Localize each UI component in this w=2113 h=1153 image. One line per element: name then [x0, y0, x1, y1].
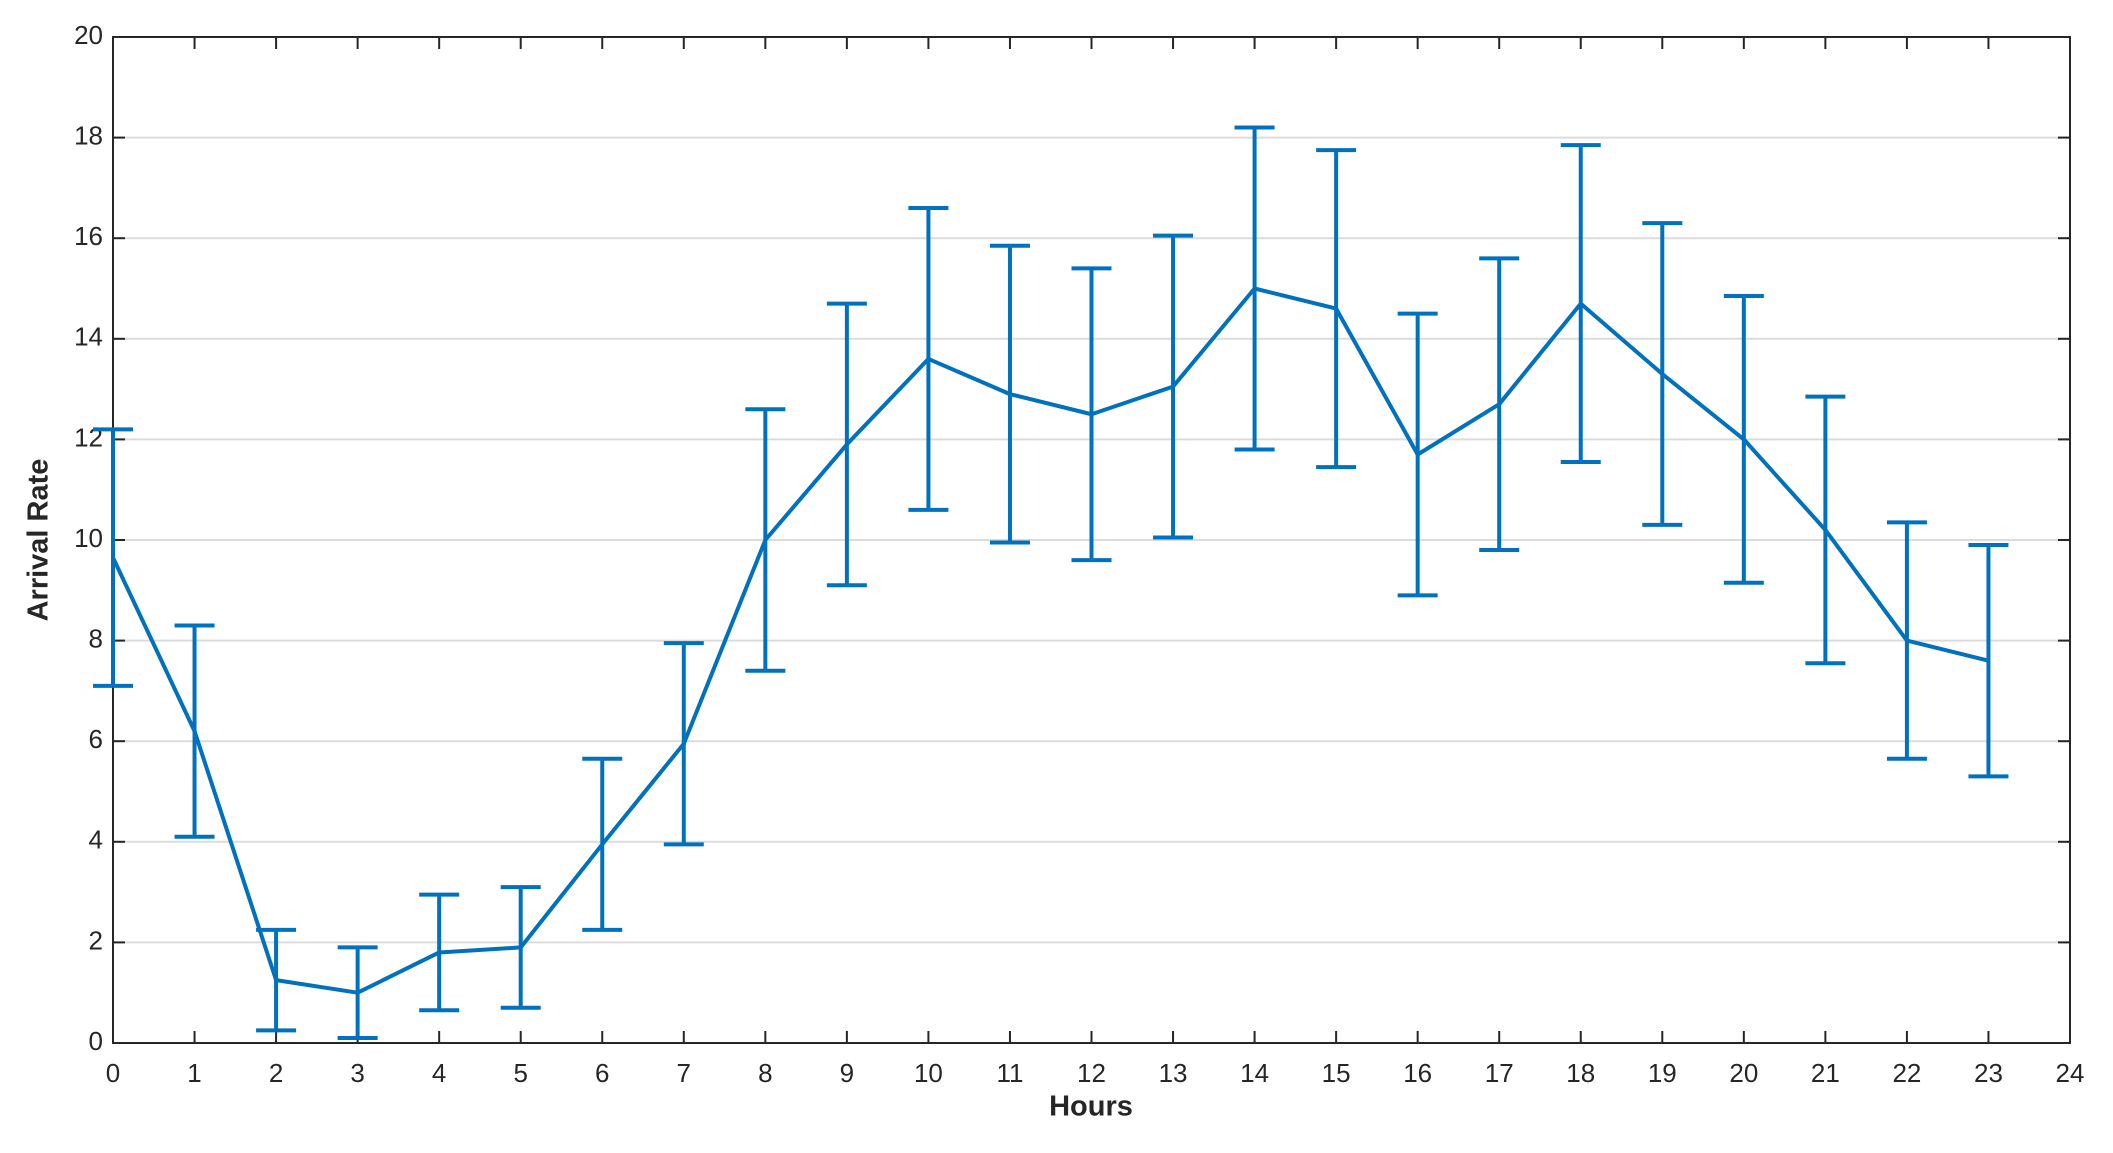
- x-tick-label: 10: [914, 1058, 943, 1088]
- x-tick-label: 19: [1648, 1058, 1677, 1088]
- x-axis-label: Hours: [1049, 1091, 1133, 1123]
- error-bar: [826, 301, 867, 588]
- error-bar: [93, 427, 133, 688]
- error-bar: [337, 945, 378, 1040]
- x-tick-label: 0: [106, 1058, 120, 1088]
- x-tick-label: 8: [758, 1058, 772, 1088]
- y-tick-label: 6: [89, 724, 103, 754]
- error-bar: [1723, 294, 1764, 585]
- error-bar: [908, 206, 949, 512]
- x-tick-label: 18: [1566, 1058, 1595, 1088]
- y-axis-label: Arrival Rate: [23, 459, 55, 622]
- error-bar: [1479, 256, 1520, 553]
- x-tick-label: 3: [350, 1058, 364, 1088]
- error-bar: [582, 756, 623, 932]
- x-tick-label: 20: [1729, 1058, 1758, 1088]
- error-bar: [500, 885, 541, 1010]
- error-bar: [663, 641, 704, 847]
- x-tick-label: 7: [677, 1058, 691, 1088]
- error-bar: [989, 243, 1030, 545]
- y-tick-label: 2: [89, 925, 103, 955]
- x-tick-label: 14: [1240, 1058, 1269, 1088]
- x-tick-label: 6: [595, 1058, 609, 1088]
- error-bar: [174, 623, 215, 839]
- error-bar: [1886, 520, 1927, 761]
- error-bar: [1397, 311, 1438, 598]
- error-bar: [1071, 266, 1112, 563]
- x-tick-label: 17: [1485, 1058, 1514, 1088]
- x-tick-label: 24: [2056, 1058, 2085, 1088]
- x-tick-label: 22: [1892, 1058, 1921, 1088]
- error-bar: [1560, 143, 1601, 465]
- y-tick-label: 8: [89, 623, 103, 653]
- error-bar: [1642, 221, 1683, 527]
- x-tick-label: 1: [187, 1058, 201, 1088]
- x-tick-label: 21: [1811, 1058, 1840, 1088]
- error-bar: [1234, 125, 1275, 452]
- y-tick-label: 12: [74, 422, 103, 452]
- error-bar: [745, 407, 786, 673]
- x-tick-label: 11: [996, 1058, 1023, 1088]
- error-bar: [1316, 148, 1357, 470]
- x-tick-label: 2: [269, 1058, 283, 1088]
- x-tick-label: 13: [1159, 1058, 1188, 1088]
- x-tick-label: 4: [432, 1058, 446, 1088]
- error-bar: [1153, 233, 1194, 540]
- y-tick-label: 18: [74, 120, 103, 150]
- error-bar: [256, 927, 297, 1033]
- y-tick-label: 14: [74, 322, 103, 352]
- y-tick-label: 0: [89, 1026, 103, 1056]
- y-tick-label: 10: [74, 523, 103, 553]
- error-bar: [419, 892, 460, 1013]
- y-tick-label: 20: [74, 20, 103, 50]
- x-tick-label: 5: [513, 1058, 527, 1088]
- error-bar: [1968, 543, 2009, 779]
- x-tick-label: 16: [1403, 1058, 1432, 1088]
- line: [111, 286, 1989, 995]
- y-tick-label: 4: [89, 825, 103, 855]
- error-bar: [1805, 394, 1846, 666]
- x-tick-label: 15: [1322, 1058, 1351, 1088]
- y-tick-label: 16: [74, 221, 103, 251]
- x-tick-label: 9: [840, 1058, 854, 1088]
- x-tick-label: 23: [1974, 1058, 2003, 1088]
- x-tick-label: 12: [1077, 1058, 1106, 1088]
